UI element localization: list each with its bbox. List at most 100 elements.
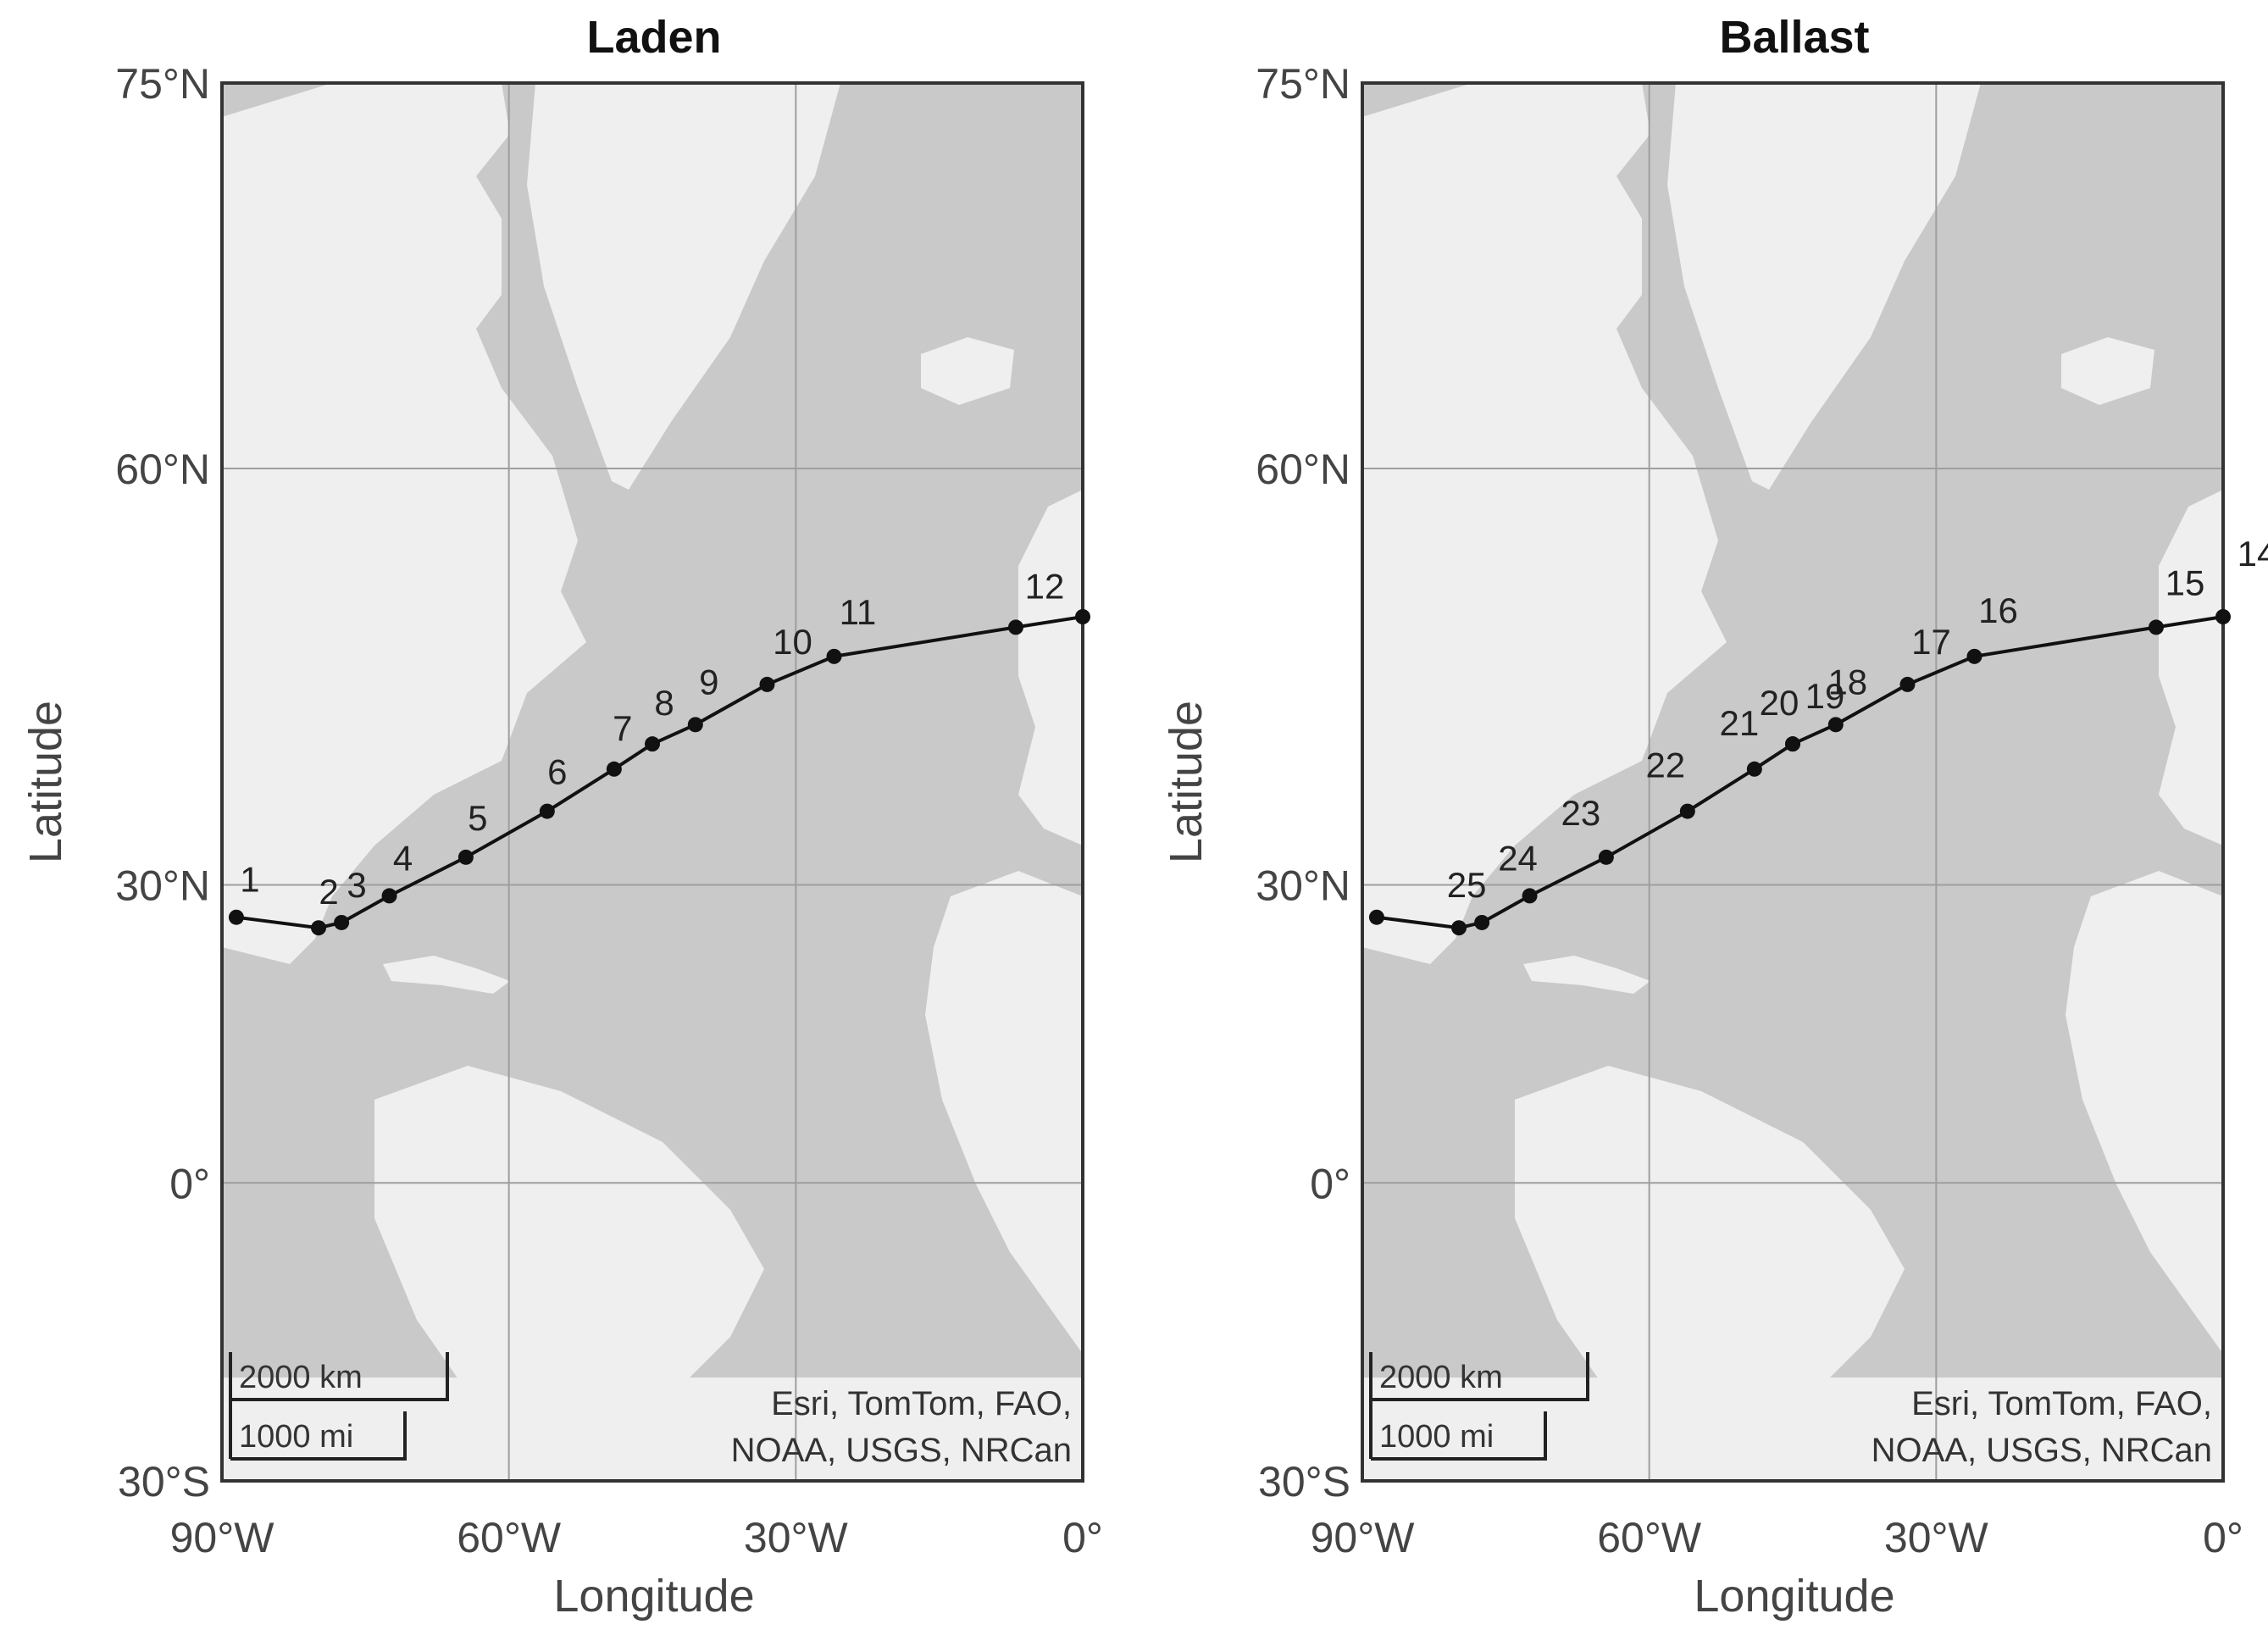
y-axis-label: Latitude [1161,701,1212,863]
attribution-backdrop [222,1378,1083,1481]
iceland-landmass [921,337,1014,405]
waypoint-marker [687,717,703,733]
scale-bar: 2000 km 1000 mi [1369,1352,1589,1461]
x-tick-label: 60°W [457,1514,562,1561]
attribution-backdrop [1362,1378,2223,1481]
waypoint-marker [606,761,622,777]
waypoint-label: 20 [1760,683,1799,723]
south-america-landmass [374,1066,764,1481]
waypoint-label: 19 [1805,676,1845,716]
x-tick-label: 30°W [1884,1514,1989,1561]
y-tick-label: 30°N [115,862,210,910]
north-america-landmass [1362,83,1727,964]
waypoint-marker [1522,888,1538,904]
caribbean-islands [383,956,510,994]
waypoint-label: 5 [468,798,487,838]
waypoint-marker [1899,676,1916,692]
waypoint-marker [1075,609,1090,625]
map-title: Ballast [1719,12,1869,63]
x-tick-label: 90°W [1311,1514,1416,1561]
waypoint-label: 22 [1645,746,1685,785]
greenland-landmass [1667,83,1981,490]
scale-km-label: 2000 km [239,1360,363,1395]
graticule [222,83,1083,1481]
x-tick-label: 90°W [170,1514,275,1561]
y-tick-label: 0° [1310,1160,1350,1207]
waypoint-marker [1474,914,1490,930]
waypoint-label: 10 [773,622,812,662]
attribution-line-2: NOAA, USGS, NRCan [731,1432,1072,1469]
waypoint-label: 21 [1719,703,1759,743]
waypoint-label: 18 [1827,662,1867,701]
waypoint-marker [1966,648,1982,664]
caribbean-islands [1523,956,1650,994]
basemap [1362,83,2223,1481]
waypoint-label: 2 [319,872,338,912]
scale-km-label: 2000 km [1379,1360,1503,1395]
waypoint-label: 11 [840,592,877,632]
y-tick-label: 75°N [115,60,210,108]
waypoint-marker [2215,609,2231,625]
waypoint-marker [334,914,350,930]
waypoint-label: 15 [2165,563,2205,602]
map-panel-laden: Laden 90°W 60°W 30°W 0° 75°N 60°N 30°N 0° 30°S 2… [20,12,1103,1622]
waypoint-label: 1 [240,860,259,900]
greenland-landmass [527,83,840,490]
waypoint-marker [1007,619,1023,635]
waypoint-marker [1746,761,1762,777]
axis-ticks: 90°W 60°W 30°W 0° 75°N 60°N 30°N 0° 30°S [115,60,1103,1561]
waypoint-label: 24 [1498,838,1538,878]
waypoint-label: 8 [654,683,674,723]
x-tick-label: 0° [1062,1514,1103,1561]
waypoint-marker [381,888,397,904]
iceland-landmass [2061,337,2154,405]
waypoint-label: 3 [347,865,366,905]
attribution-line-2: NOAA, USGS, NRCan [1872,1432,2212,1469]
europe-landmass [1018,490,1083,845]
waypoint-marker [1827,717,1844,733]
waypoint-marker [645,736,660,752]
y-tick-label: 75°N [1256,60,1350,108]
waypoint-marker [311,920,327,936]
y-tick-label: 60°N [115,446,210,493]
map-panel-ballast: Ballast 90°W 60°W 30°W 0° 75°N 60°N 30°N 0° 30°S… [1161,12,2268,1622]
attribution-line-1: Esri, TomTom, FAO, [1911,1385,2212,1422]
waypoint-marker [228,909,244,925]
scale-bar: 2000 km 1000 mi [229,1352,449,1461]
waypoint-label: 23 [1561,793,1601,833]
waypoint-label: 12 [1025,566,1065,606]
north-america-landmass [222,83,586,964]
waypoint-label: 6 [547,752,567,792]
europe-landmass [2159,490,2223,845]
map-frame [220,81,1084,1483]
y-tick-label: 30°N [1256,862,1350,910]
waypoint-marker [1598,849,1614,865]
waypoint-marker [539,803,555,819]
waypoint-marker [1451,920,1467,936]
axis-ticks: 90°W 60°W 30°W 0° 75°N 60°N 30°N 0° 30°S [1256,60,2243,1561]
waypoint-label: 14 [2238,534,2268,574]
waypoint-label: 16 [1978,590,2018,630]
graticule [1362,83,2223,1481]
waypoint-marker [759,676,775,692]
waypoint-label: 7 [613,708,632,748]
x-axis-label: Longitude [1694,1571,1894,1622]
waypoint-label: 25 [1447,865,1487,905]
scale-mi-label: 1000 mi [239,1419,353,1455]
attribution-line-1: Esri, TomTom, FAO, [771,1385,1072,1422]
waypoint-label: 9 [699,662,718,701]
map-frame [1361,81,2225,1483]
south-america-landmass [1515,1066,1905,1481]
africa-landmass [2066,871,2223,1354]
waypoint-marker [2148,619,2164,635]
map-title: Laden [586,12,721,63]
africa-landmass [925,871,1083,1354]
x-tick-label: 30°W [744,1514,849,1561]
waypoint-label: 4 [393,838,413,878]
waypoint-marker [1679,803,1695,819]
y-axis-label: Latitude [20,701,71,863]
y-tick-label: 30°S [118,1458,210,1505]
